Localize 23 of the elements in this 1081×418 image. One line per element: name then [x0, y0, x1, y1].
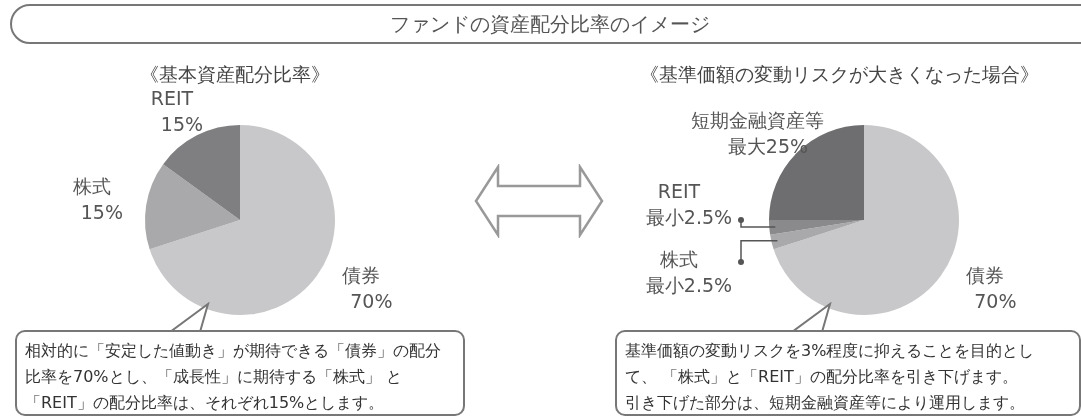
data-label: 15%: [80, 201, 123, 224]
data-label: 最大25%: [727, 135, 809, 158]
text: 「REIT」の配分比率は、それぞれ15%とします。: [25, 392, 386, 414]
data-label: 70%: [974, 290, 1017, 313]
data-label: 15%: [160, 113, 204, 136]
chart-subtitle: 《基準価額の変動リスクが大きくなった場合》: [640, 62, 1039, 87]
slice-label: 短期金融資産等: [691, 109, 825, 132]
slice-label: 債券: [966, 264, 1005, 287]
data-label: 最小2.5%: [645, 273, 733, 296]
text: 比率を70%とし、「成長性」に期待する「株式」 と: [25, 366, 403, 388]
slice-label: 債券: [342, 264, 381, 287]
slice-label: 株式: [71, 175, 111, 198]
data-label: 70%: [350, 290, 393, 313]
slice-label: REIT: [657, 179, 701, 202]
chart-subtitle: 《基本資産配分比率》: [140, 62, 330, 87]
slice-label: 株式: [659, 247, 698, 270]
text: 相対的に「安定した値動き」が期待できる「債券」の配分: [25, 340, 442, 362]
data-label: 最小2.5%: [645, 205, 733, 228]
text: 引き下げた部分は、短期金融資産等により運用します。: [625, 392, 1026, 414]
text: て、 「株式」と「REIT」の配分比率を引き下げます。: [625, 366, 1019, 388]
text: ファンドの資産配分比率のイメージ: [390, 12, 710, 36]
text: 基準価額の変動リスクを3%程度に抑えることを目的とし: [625, 340, 1036, 362]
slice-label: REIT: [150, 87, 194, 110]
